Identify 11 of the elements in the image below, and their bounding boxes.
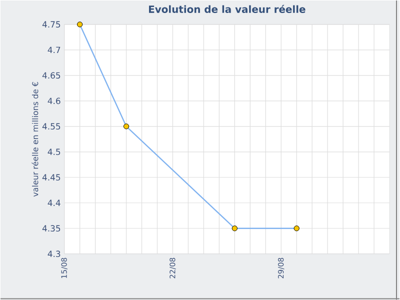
y-tick-label: 4.55 xyxy=(42,123,60,130)
y-tick-label: 4.3 xyxy=(48,250,60,257)
y-tick-label: 4.75 xyxy=(42,21,60,28)
y-tick-label: 4.5 xyxy=(48,148,60,155)
chart-title: Evolution de la valeur réelle xyxy=(149,4,306,13)
y-tick-label: 4.65 xyxy=(42,72,60,79)
y-tick-label: 4.7 xyxy=(48,46,60,53)
y-tick-label: 4.35 xyxy=(42,225,60,232)
y-tick-label: 4.4 xyxy=(48,200,60,206)
y-tick-label: 4.45 xyxy=(42,174,60,180)
y-tick-label: 4.6 xyxy=(48,98,60,104)
